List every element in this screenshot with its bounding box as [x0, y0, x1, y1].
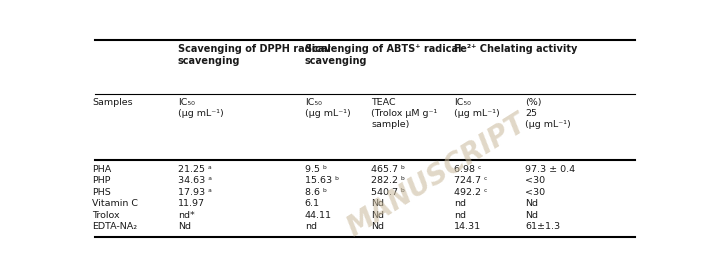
Text: Nd: Nd	[371, 222, 384, 231]
Text: 282.2 ᵇ: 282.2 ᵇ	[371, 176, 405, 185]
Text: Fe²⁺ Chelating activity: Fe²⁺ Chelating activity	[454, 44, 577, 54]
Text: 465.7 ᵇ: 465.7 ᵇ	[371, 165, 405, 174]
Text: <30: <30	[525, 188, 545, 197]
Text: Nd: Nd	[178, 222, 191, 231]
Text: 6.1: 6.1	[305, 199, 320, 208]
Text: nd*: nd*	[178, 211, 194, 219]
Text: Nd: Nd	[371, 211, 384, 219]
Text: 17.93 ᵃ: 17.93 ᵃ	[178, 188, 211, 197]
Text: 15.63 ᵇ: 15.63 ᵇ	[305, 176, 339, 185]
Text: 9.5 ᵇ: 9.5 ᵇ	[305, 165, 327, 174]
Text: 61±1.3: 61±1.3	[525, 222, 560, 231]
Text: IC₅₀
(μg mL⁻¹): IC₅₀ (μg mL⁻¹)	[305, 98, 350, 118]
Text: 8.6 ᵇ: 8.6 ᵇ	[305, 188, 327, 197]
Text: Nd: Nd	[371, 199, 384, 208]
Text: Samples: Samples	[93, 98, 133, 107]
Text: <30: <30	[525, 176, 545, 185]
Text: 34.63 ᵃ: 34.63 ᵃ	[178, 176, 212, 185]
Text: 724.7 ᶜ: 724.7 ᶜ	[454, 176, 488, 185]
Text: Scavenging of ABTS⁺ radical
scavenging: Scavenging of ABTS⁺ radical scavenging	[305, 44, 461, 66]
Text: Vitamin C: Vitamin C	[93, 199, 138, 208]
Text: PHS: PHS	[93, 188, 111, 197]
Text: EDTA-NA₂: EDTA-NA₂	[93, 222, 137, 231]
Text: IC₅₀
(μg mL⁻¹): IC₅₀ (μg mL⁻¹)	[454, 98, 500, 118]
Text: MANUSCRIPT: MANUSCRIPT	[342, 109, 531, 242]
Text: nd: nd	[305, 222, 317, 231]
Text: (%)
25
(μg mL⁻¹): (%) 25 (μg mL⁻¹)	[525, 98, 571, 129]
Text: Scavenging of DPPH radical
scavenging: Scavenging of DPPH radical scavenging	[178, 44, 330, 66]
Text: IC₅₀
(μg mL⁻¹): IC₅₀ (μg mL⁻¹)	[178, 98, 224, 118]
Text: 6.98 ᶜ: 6.98 ᶜ	[454, 165, 481, 174]
Text: Nd: Nd	[525, 199, 538, 208]
Text: 492.2 ᶜ: 492.2 ᶜ	[454, 188, 488, 197]
Text: PHP: PHP	[93, 176, 111, 185]
Text: 14.31: 14.31	[454, 222, 481, 231]
Text: TEAC
(Trolox μM g⁻¹
sample): TEAC (Trolox μM g⁻¹ sample)	[371, 98, 437, 129]
Text: Nd: Nd	[525, 211, 538, 219]
Text: 11.97: 11.97	[178, 199, 205, 208]
Text: PHA: PHA	[93, 165, 112, 174]
Text: 44.11: 44.11	[305, 211, 332, 219]
Text: nd: nd	[454, 199, 466, 208]
Text: Trolox: Trolox	[93, 211, 120, 219]
Text: nd: nd	[454, 211, 466, 219]
Text: 540.7 ᵇ: 540.7 ᵇ	[371, 188, 405, 197]
Text: 97.3 ± 0.4: 97.3 ± 0.4	[525, 165, 575, 174]
Text: 21.25 ᵃ: 21.25 ᵃ	[178, 165, 211, 174]
